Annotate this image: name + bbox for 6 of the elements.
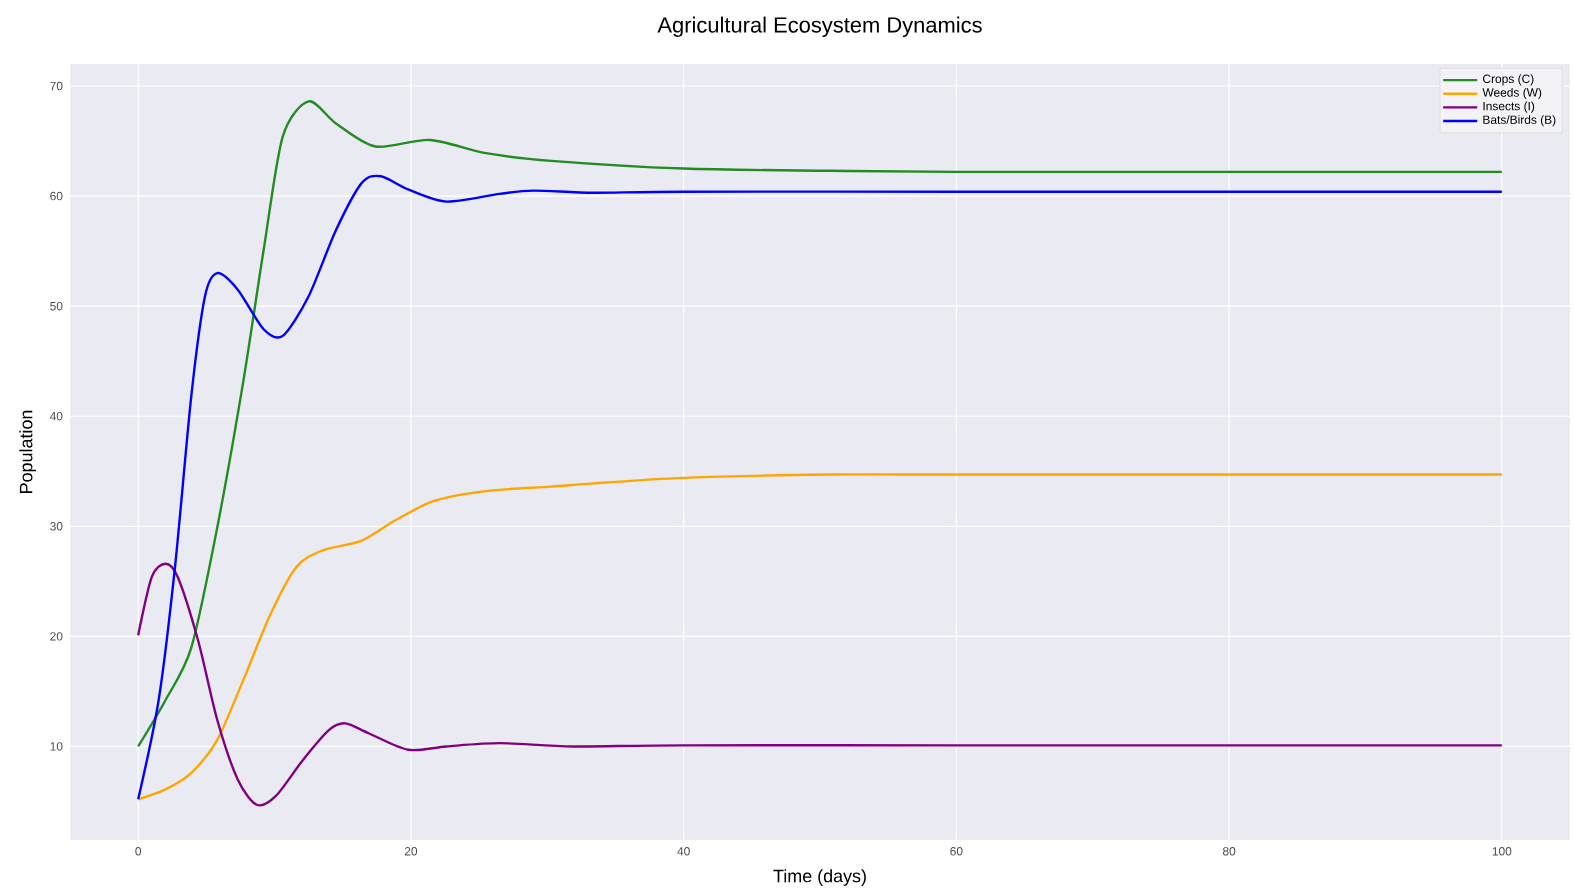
line-series [136,562,1504,807]
y-axis-title: Population [19,410,36,493]
chart-title: Agricultural Ecosystem Dynamics [657,16,982,37]
line-series [136,473,1504,801]
line-series [136,174,1504,801]
x-axis-title: Time (days) [773,869,866,886]
